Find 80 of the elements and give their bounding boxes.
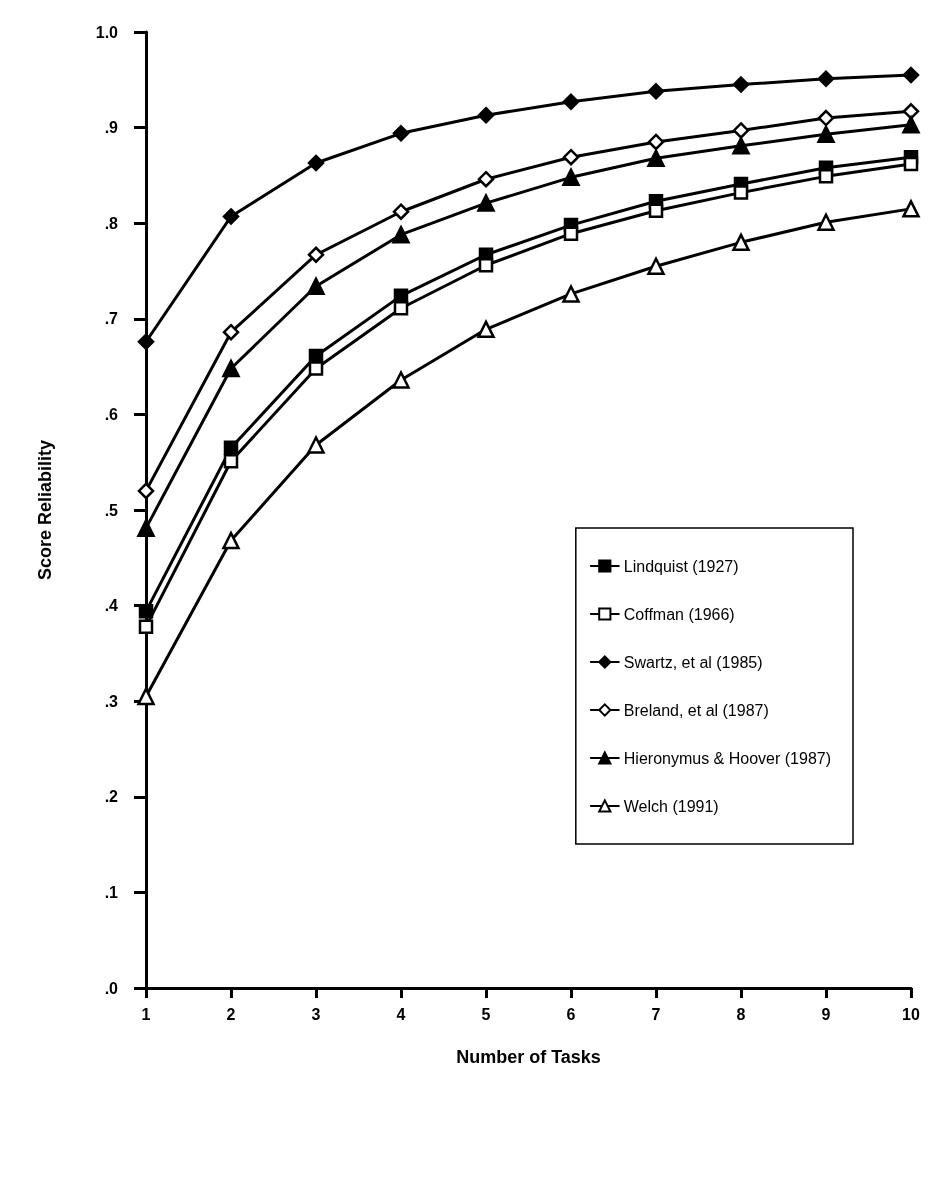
point xyxy=(902,103,920,120)
point xyxy=(817,125,835,144)
point xyxy=(732,76,750,93)
point xyxy=(392,225,410,244)
x-tick-label: 5 xyxy=(481,1005,491,1023)
y-tick-label: .1 xyxy=(104,883,119,901)
point xyxy=(393,301,409,316)
point xyxy=(477,194,495,212)
point xyxy=(392,125,410,142)
y-tick-label: .2 xyxy=(104,788,119,806)
x-tick-label: 1 xyxy=(141,1005,151,1023)
point xyxy=(902,66,920,84)
point xyxy=(392,371,410,389)
y-tick-label: .0 xyxy=(104,979,119,997)
x-axis-title: Number of Tasks xyxy=(456,1047,601,1067)
legend-label: Welch (1991) xyxy=(623,797,719,815)
point xyxy=(563,226,579,241)
legend-label: Hieronymus & Hoover (1987) xyxy=(623,749,832,767)
point xyxy=(137,482,155,500)
x-tick-label: 6 xyxy=(566,1005,576,1023)
point xyxy=(478,258,494,273)
y-tick-label: .9 xyxy=(104,119,119,137)
point xyxy=(477,106,495,124)
point xyxy=(562,93,580,111)
legend-label: Lindquist (1927) xyxy=(623,557,739,575)
point xyxy=(732,233,750,252)
point xyxy=(137,333,155,350)
point xyxy=(732,122,750,139)
point xyxy=(562,168,580,187)
point xyxy=(307,277,325,296)
y-tick-label: .5 xyxy=(104,501,119,519)
point xyxy=(477,320,495,339)
point xyxy=(222,323,240,341)
point xyxy=(647,149,665,167)
x-tick-label: 3 xyxy=(311,1005,321,1023)
point xyxy=(732,137,750,155)
point xyxy=(223,453,239,469)
legend-label: Coffman (1966) xyxy=(623,605,735,623)
point xyxy=(647,257,665,275)
y-tick-label: .3 xyxy=(104,692,119,710)
x-tick-label: 2 xyxy=(226,1005,236,1023)
point xyxy=(222,359,240,378)
legend-label: Breland, et al (1987) xyxy=(623,701,769,719)
point xyxy=(222,208,240,225)
point xyxy=(307,436,325,454)
point xyxy=(903,156,919,172)
x-tick-label: 4 xyxy=(396,1005,406,1023)
point xyxy=(307,246,325,263)
point xyxy=(647,83,665,100)
point xyxy=(307,154,325,172)
point xyxy=(137,687,155,706)
point xyxy=(138,619,154,634)
x-tick-label: 7 xyxy=(651,1005,661,1023)
point xyxy=(818,169,834,184)
point xyxy=(562,285,580,303)
x-tick-label: 9 xyxy=(821,1005,831,1023)
point xyxy=(138,604,154,619)
point xyxy=(222,531,240,550)
legend-label: Swartz, et al (1985) xyxy=(623,653,763,671)
point xyxy=(733,185,749,200)
y-tick-label: 1.0 xyxy=(95,23,119,41)
point xyxy=(647,133,665,151)
point xyxy=(308,361,324,376)
point xyxy=(392,203,410,220)
point xyxy=(648,203,664,219)
point xyxy=(477,170,495,188)
point xyxy=(902,200,920,218)
x-tick-label: 10 xyxy=(902,1005,920,1023)
y-tick-label: .6 xyxy=(104,405,119,423)
y-tick-label: .7 xyxy=(104,310,119,328)
y-axis-title: Score Reliability xyxy=(35,439,55,581)
y-tick-label: .8 xyxy=(104,214,119,232)
point xyxy=(562,148,580,166)
y-tick-label: .4 xyxy=(104,597,119,615)
x-tick-label: 8 xyxy=(736,1005,746,1023)
point xyxy=(902,115,920,134)
point xyxy=(137,519,155,537)
point xyxy=(817,109,835,127)
point xyxy=(817,70,835,88)
point xyxy=(817,213,835,231)
